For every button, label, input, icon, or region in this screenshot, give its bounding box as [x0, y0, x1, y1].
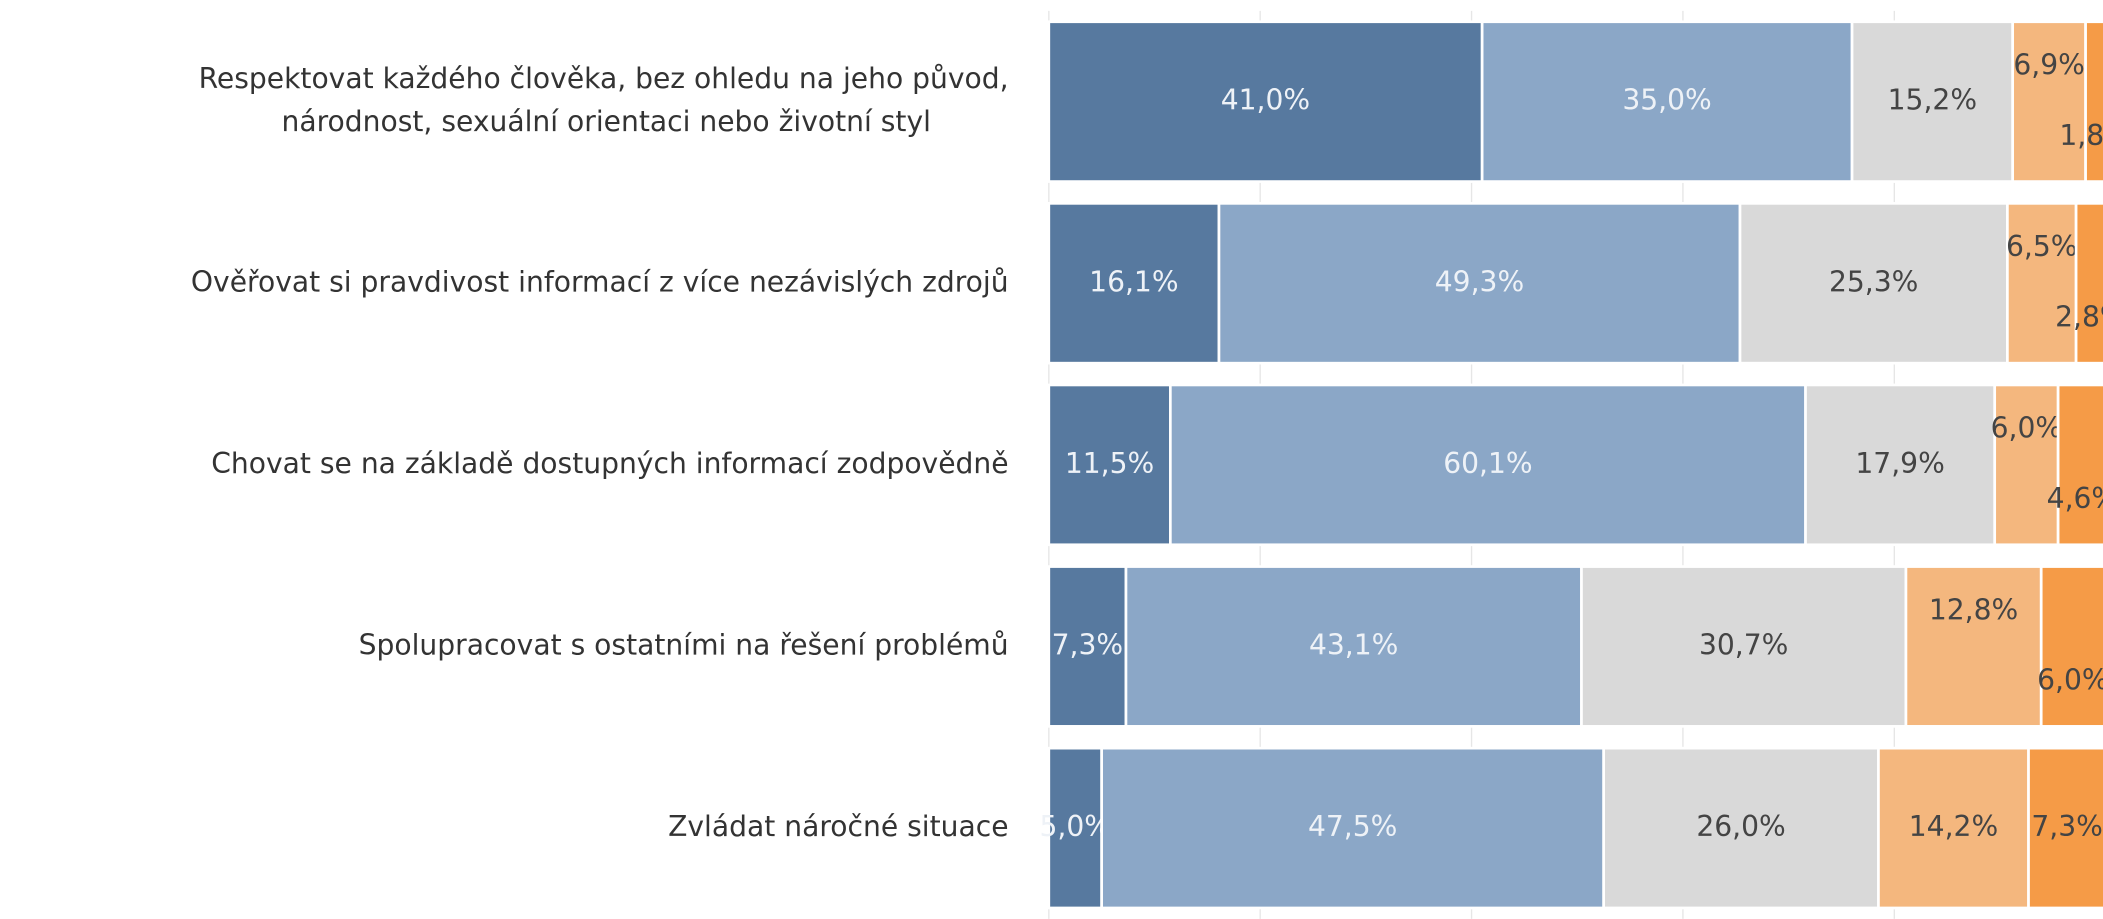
value-label: 26,0%	[1696, 810, 1785, 843]
category-line: Respektovat každého člověka, bez ohledu …	[199, 62, 1009, 95]
value-label: 25,3%	[1829, 265, 1918, 298]
value-label: 11,5%	[1065, 447, 1154, 480]
bar-segment	[2027, 746, 2103, 910]
bar-segment	[2074, 202, 2103, 365]
value-label: 43,1%	[1309, 628, 1398, 661]
bar-segment	[2084, 20, 2103, 183]
value-label: 12,8%	[1929, 593, 2018, 626]
value-label: 7,3%	[1052, 628, 1124, 661]
bar-segment	[1480, 20, 1854, 183]
bar-segment	[1047, 746, 1104, 910]
bar-segment	[1047, 383, 1172, 547]
category-line: národnost, sexuální orientaci nebo život…	[282, 105, 931, 138]
value-label: 16,1%	[1089, 265, 1178, 298]
bar-segment	[1124, 565, 1583, 728]
bar-segment	[1877, 746, 2030, 910]
bar-segment	[1738, 202, 2009, 365]
bar-segment	[2006, 202, 2078, 365]
value-label: 47,5%	[1308, 810, 1397, 843]
value-label: 6,0%	[1991, 412, 2063, 445]
bar-segment	[1100, 746, 1606, 910]
value-label: 60,1%	[1443, 447, 1532, 480]
bar-segment	[1047, 20, 1484, 183]
category-label: Chovat se na základě dostupných informac…	[211, 447, 1008, 480]
value-label: 17,9%	[1855, 447, 1944, 480]
value-label: 1,8%	[2059, 119, 2103, 152]
category-label: Ověřovat si pravdivost informací z více …	[191, 265, 1009, 298]
bar-segment	[1804, 383, 1997, 547]
bar-segment	[1047, 202, 1221, 365]
value-label: 2,8%	[2055, 300, 2103, 333]
value-label: 30,7%	[1699, 628, 1788, 661]
bar-segment	[2011, 20, 2087, 183]
value-label: 6,0%	[2037, 664, 2103, 697]
value-label: 5,0%	[1039, 810, 1111, 843]
value-label: 4,6%	[2047, 482, 2103, 515]
value-label: 6,9%	[2013, 49, 2085, 82]
bar-segment	[1602, 746, 1880, 910]
category-label: Respektovat každého člověka, bez ohledu …	[199, 62, 1009, 138]
bar-segment	[1993, 383, 2060, 547]
value-label: 35,0%	[1622, 84, 1711, 117]
bar-segment	[1904, 565, 2043, 728]
category-label: Zvládat náročné situace	[668, 810, 1008, 843]
value-label: 14,2%	[1909, 810, 1998, 843]
value-label: 49,3%	[1435, 265, 1524, 298]
value-label: 7,3%	[2031, 810, 2103, 843]
value-label: 6,5%	[2006, 230, 2078, 263]
bar-segment	[1217, 202, 1742, 365]
bar-segment	[2039, 565, 2103, 728]
value-label: 15,2%	[1888, 84, 1977, 117]
bar-segment	[2056, 383, 2103, 547]
bar-segment	[1850, 20, 2015, 183]
value-label: 41,0%	[1221, 84, 1310, 117]
category-label: Spolupracovat s ostatními na řešení prob…	[359, 628, 1009, 661]
